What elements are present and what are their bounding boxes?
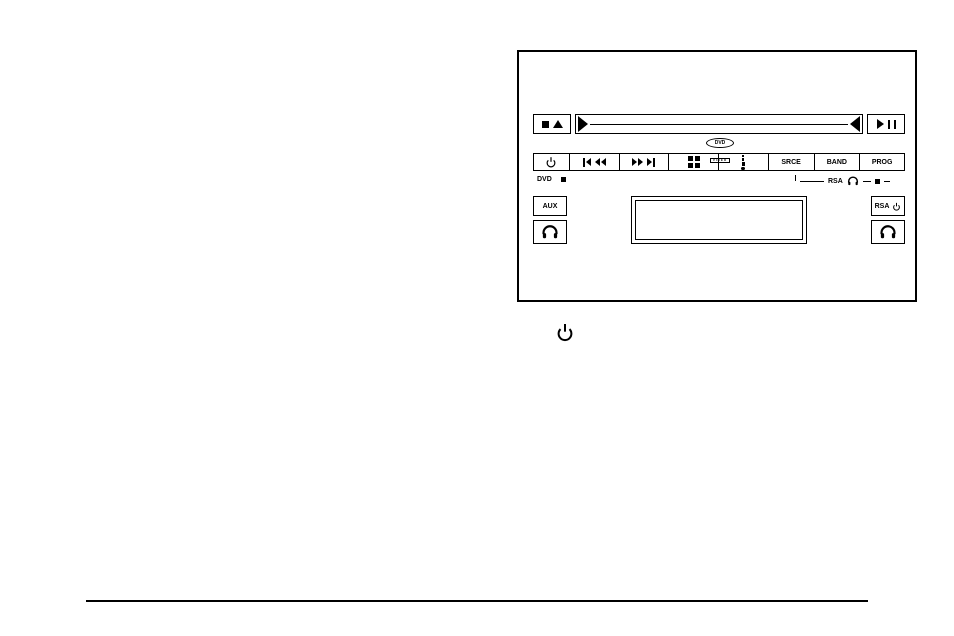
display-screen <box>631 196 807 244</box>
stop-icon <box>542 121 549 128</box>
prev-track-icon <box>583 158 591 167</box>
display-button[interactable] <box>719 154 769 170</box>
play-icon <box>877 119 884 129</box>
page-bottom-rule <box>86 600 868 602</box>
prog-button[interactable]: PROG <box>860 154 904 170</box>
slot-wedge-left <box>578 116 588 132</box>
headphones-icon <box>541 223 559 241</box>
dvd-oval: DVD <box>706 138 734 148</box>
power-button[interactable] <box>534 154 570 170</box>
disc-slot <box>575 114 863 134</box>
menu-icon <box>688 156 700 168</box>
rewind-icon <box>595 158 606 166</box>
slot-wedge-right <box>850 116 860 132</box>
page: DVD VIDEO SRCEBANDPROGDVD RSA AUX RSA <box>0 0 954 636</box>
display-icon <box>741 155 745 170</box>
pause-icon <box>888 120 896 129</box>
dvd-status-label: DVD <box>537 176 552 183</box>
headphones-icon <box>879 223 897 241</box>
srce-button[interactable]: SRCE <box>769 154 815 170</box>
headphones-icon <box>847 175 859 187</box>
rsa-power-button[interactable]: RSA <box>871 196 905 216</box>
slot-line <box>590 124 848 125</box>
next-track-icon <box>647 158 655 167</box>
aux-button[interactable]: AUX <box>533 196 567 216</box>
rsa-button-label: RSA <box>875 203 890 210</box>
previous-rewind-button[interactable] <box>570 154 620 170</box>
stop-eject-button[interactable] <box>533 114 571 134</box>
rsa-label: RSA <box>828 178 843 185</box>
play-pause-button[interactable] <box>867 114 905 134</box>
fast-forward-icon <box>632 158 643 166</box>
band-button[interactable]: BAND <box>815 154 861 170</box>
headphone-jack-right[interactable] <box>871 220 905 244</box>
forward-next-button[interactable] <box>620 154 670 170</box>
rsa-indicator: RSA <box>795 175 890 187</box>
menu-button[interactable] <box>669 154 719 170</box>
function-button-row: SRCEBANDPROG <box>533 153 905 171</box>
rsa-square-icon <box>875 179 880 184</box>
power-icon <box>892 202 901 211</box>
dvd-status-indicator <box>561 177 566 182</box>
headphone-jack-left[interactable] <box>533 220 567 244</box>
device-diagram: DVD VIDEO SRCEBANDPROGDVD RSA AUX RSA <box>517 50 917 302</box>
eject-icon <box>553 120 563 128</box>
power-icon <box>555 322 575 342</box>
dvd-text: DVD <box>715 140 726 146</box>
display-inner <box>635 200 803 240</box>
